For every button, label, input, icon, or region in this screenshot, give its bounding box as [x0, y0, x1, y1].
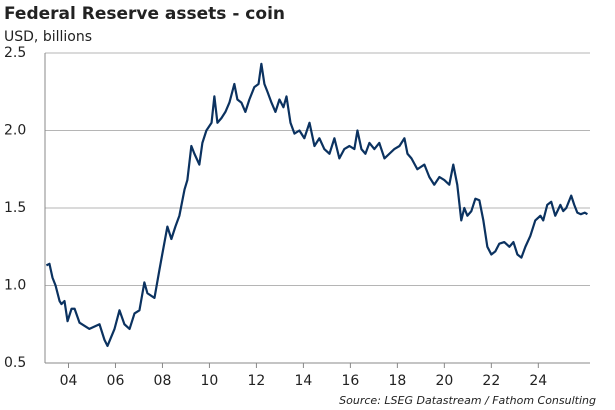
x-tick-label: 16 — [341, 373, 359, 389]
x-tick-label: 24 — [529, 373, 547, 389]
data-line — [45, 62, 588, 348]
chart-title: Federal Reserve assets - coin — [4, 4, 285, 24]
x-tick-label: 08 — [154, 373, 172, 389]
source-note: Source: LSEG Datastream / Fathom Consult… — [339, 394, 596, 407]
x-tick-label: 06 — [107, 373, 125, 389]
y-tick-label: 2.5 — [4, 45, 26, 61]
x-tick-label: 18 — [388, 373, 406, 389]
x-tick-label: 04 — [60, 373, 78, 389]
x-tick-label: 14 — [294, 373, 312, 389]
y-tick-label: 0.5 — [4, 355, 26, 371]
y-tick-label: 1.0 — [4, 278, 26, 294]
chart-subtitle: USD, billions — [4, 29, 92, 45]
x-tick-label: 12 — [248, 373, 266, 389]
x-tick-label: 20 — [435, 373, 453, 389]
x-tick-label: 10 — [201, 373, 219, 389]
x-tick-label: 22 — [482, 373, 500, 389]
y-tick-label: 1.5 — [4, 200, 26, 216]
y-tick-label: 2.0 — [4, 123, 26, 139]
